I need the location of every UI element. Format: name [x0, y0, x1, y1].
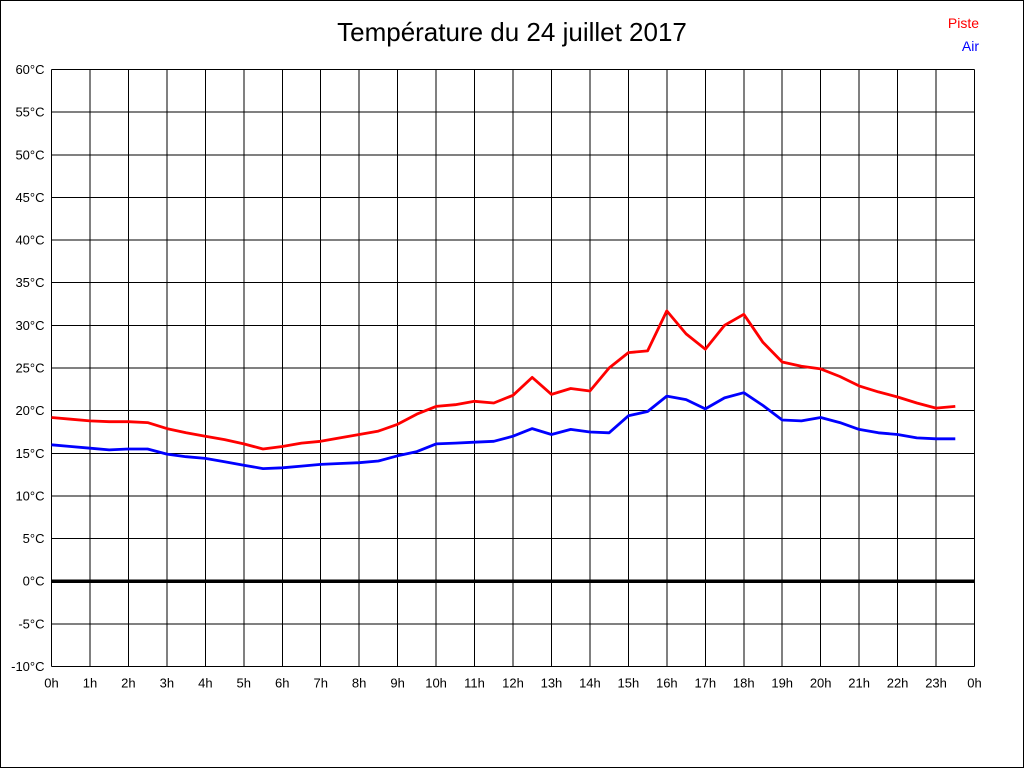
y-axis-tick-label: 40°C [15, 233, 44, 248]
x-axis-tick-label: 5h [237, 676, 251, 691]
x-axis-tick-label: 17h [694, 676, 716, 691]
x-axis-tick-label: 20h [810, 676, 832, 691]
legend: Piste Air [948, 12, 979, 58]
legend-item-air: Air [961, 38, 979, 54]
x-axis-tick-label: 0h [44, 676, 58, 691]
y-axis-tick-label: -10°C [11, 659, 44, 674]
x-axis-tick-label: 1h [83, 676, 97, 691]
y-axis-tick-label: 10°C [15, 488, 44, 503]
x-axis-tick-label: 6h [275, 676, 289, 691]
y-axis-tick-label: 5°C [23, 531, 45, 546]
chart-title: Température du 24 juillet 2017 [337, 17, 687, 47]
x-axis-tick-label: 16h [656, 676, 678, 691]
series-line-air [51, 391, 956, 471]
y-axis-tick-label: 25°C [15, 361, 44, 376]
x-axis-tick-label: 7h [313, 676, 327, 691]
x-axis-tick-label: 10h [425, 676, 447, 691]
x-axis-tick-label: 9h [390, 676, 404, 691]
y-axis-tick-label: 20°C [15, 403, 44, 418]
x-axis-tick-label: 14h [579, 676, 601, 691]
y-axis-tick-label: -5°C [18, 616, 44, 631]
x-axis-tick-label: 18h [733, 676, 755, 691]
x-axis-tick-label: 2h [121, 676, 135, 691]
y-axis-tick-label: 50°C [15, 147, 44, 162]
y-axis-tick-label: 45°C [15, 190, 44, 205]
x-axis-tick-label: 3h [160, 676, 174, 691]
x-axis-tick-label: 8h [352, 676, 366, 691]
x-axis-tick-label: 15h [618, 676, 640, 691]
x-axis-tick-label: 22h [887, 676, 909, 691]
x-axis-tick-label: 4h [198, 676, 212, 691]
y-axis-tick-label: 55°C [15, 105, 44, 120]
y-axis-tick-label: 15°C [15, 446, 44, 461]
x-axis-tick-label: 12h [502, 676, 524, 691]
series-line-piste [51, 309, 956, 451]
y-axis-tick-label: 0°C [23, 574, 45, 589]
x-axis-tick-label: 21h [848, 676, 870, 691]
y-axis-tick-label: 35°C [15, 275, 44, 290]
x-axis-tick-label: 19h [771, 676, 793, 691]
y-axis-tick-label: 30°C [15, 318, 44, 333]
y-axis-tick-label: 60°C [15, 62, 44, 77]
x-axis-tick-label: 23h [925, 676, 947, 691]
x-axis-tick-label: 13h [541, 676, 563, 691]
x-axis-tick-label: 11h [464, 676, 485, 691]
x-axis-tick-label: 0h [967, 676, 981, 691]
legend-item-piste: Piste [947, 15, 979, 31]
